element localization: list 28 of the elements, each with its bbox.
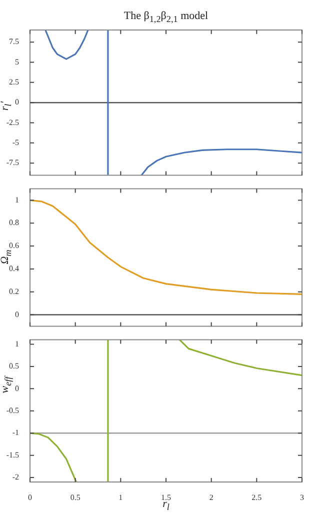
y-tick-label: -5 <box>12 138 19 148</box>
y-tick-label: 2.5 <box>9 78 19 87</box>
y-tick-label: 0.2 <box>9 286 19 296</box>
y-tick-label: -0.5 <box>6 406 19 415</box>
y-tick-label: -1 <box>12 428 19 438</box>
y-tick-label: -2 <box>12 472 19 482</box>
y-tick-label: 1 <box>15 339 19 348</box>
y-tick-label: 0.4 <box>9 264 19 274</box>
y-tick-label: 0.6 <box>9 241 19 250</box>
y-tick-label: -1.5 <box>6 450 19 460</box>
x-tick-label: 2.5 <box>252 492 262 502</box>
y-tick-label: 0 <box>15 384 19 393</box>
x-tick-label: 1.5 <box>161 492 171 502</box>
y-tick-label: 0 <box>15 98 19 107</box>
y-tick-label: 7.5 <box>9 37 19 46</box>
y-tick-label: 0 <box>15 310 19 319</box>
x-tick-label: 0.5 <box>70 492 80 502</box>
y-tick-label: -7.5 <box>6 158 19 168</box>
y-tick-label: 5 <box>15 57 19 66</box>
x-tick-label: 0 <box>28 492 32 502</box>
y-tick-label: 1 <box>15 195 19 204</box>
y-tick-label: 0.8 <box>9 218 19 228</box>
x-tick-label: 3 <box>300 492 304 502</box>
y-tick-label: 0.5 <box>9 362 19 371</box>
x-tick-label: 2 <box>209 492 214 502</box>
chart-title: The β$_{1,2}$β$_{2,1}$ model <box>122 10 210 24</box>
y-tick-label: -2.5 <box>6 118 19 127</box>
x-tick-label: 1 <box>118 492 123 502</box>
